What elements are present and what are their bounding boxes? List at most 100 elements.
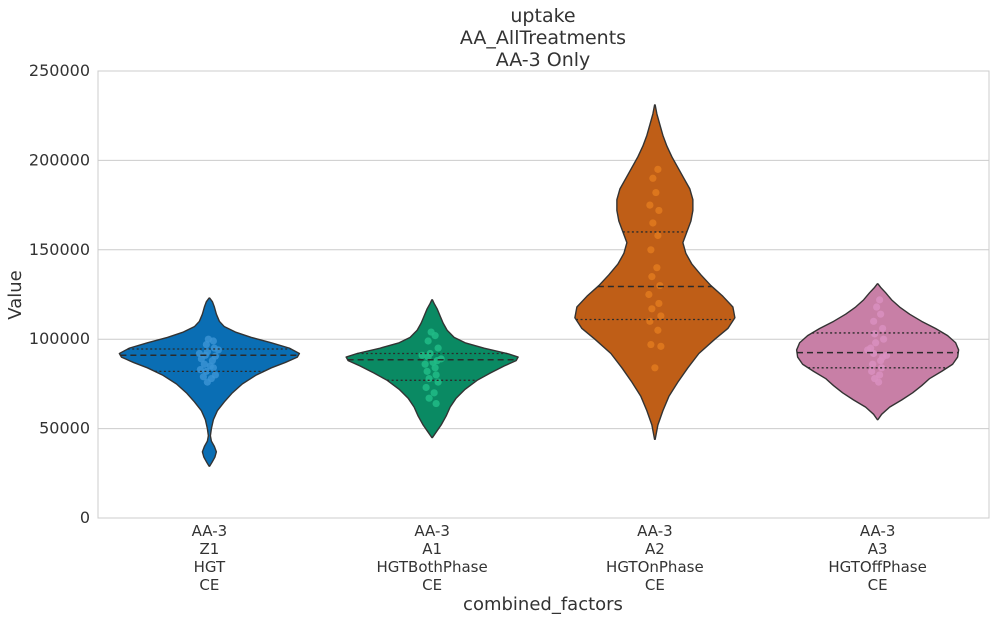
y-tick-label: 0 — [80, 508, 90, 527]
data-point — [652, 188, 660, 197]
x-category-label-line: A1 — [422, 540, 442, 558]
data-point — [877, 357, 885, 365]
data-point — [870, 349, 878, 358]
data-point — [876, 371, 884, 379]
data-point — [883, 351, 891, 359]
x-category-label-line: HGTBothPhase — [377, 558, 488, 576]
data-point — [654, 165, 662, 173]
data-point — [872, 339, 880, 347]
data-point — [654, 231, 662, 240]
data-point — [432, 399, 440, 408]
data-point — [427, 328, 435, 336]
data-point — [206, 362, 214, 370]
x-category-label-line: CE — [645, 576, 665, 594]
data-point — [647, 340, 655, 349]
data-point — [429, 358, 437, 367]
data-point — [656, 281, 664, 290]
data-point — [647, 246, 655, 254]
data-point — [654, 326, 662, 334]
data-point — [648, 305, 656, 313]
data-point — [657, 312, 665, 320]
x-category-label-line: Z1 — [199, 540, 219, 558]
data-point — [649, 219, 657, 227]
data-point — [422, 383, 430, 392]
data-point — [653, 264, 661, 272]
violin-body — [795, 283, 960, 421]
title-line-2: AA_AllTreatments — [460, 27, 626, 49]
data-point — [430, 389, 438, 397]
data-point — [649, 174, 657, 182]
plot-frame — [97, 70, 990, 519]
y-tick-label: 100000 — [29, 329, 90, 348]
title-line-1: uptake — [510, 5, 575, 27]
data-point — [418, 351, 426, 359]
data-point — [199, 373, 207, 381]
data-point — [423, 367, 431, 375]
data-point — [434, 378, 442, 386]
data-point — [864, 346, 872, 354]
x-category-label-line: AA-3 — [192, 522, 228, 540]
data-point — [651, 364, 659, 372]
data-point — [437, 355, 445, 363]
data-point — [645, 290, 653, 299]
data-point — [646, 317, 654, 325]
x-category-label-line: A3 — [868, 540, 888, 558]
data-point — [877, 310, 885, 318]
y-tick-label: 200000 — [29, 150, 90, 169]
x-category-label-line: AA-3 — [860, 522, 896, 540]
data-point — [425, 374, 433, 383]
gridlines — [98, 70, 989, 519]
data-point — [200, 360, 208, 368]
y-axis-ticks: 0 50000 100000 150000 200000 250000 — [29, 61, 90, 527]
title-line-3: AA-3 Only — [496, 49, 591, 71]
data-point — [646, 201, 654, 209]
data-point — [873, 303, 881, 311]
data-point — [870, 317, 878, 325]
violin-group — [795, 283, 960, 421]
data-point — [421, 360, 429, 368]
data-point — [657, 342, 665, 350]
x-category-label-line: HGTOnPhase — [606, 558, 704, 576]
x-category-label-line: CE — [199, 576, 219, 594]
data-point — [868, 367, 876, 375]
data-point — [432, 371, 440, 379]
x-category-label-line: CE — [868, 576, 888, 594]
violin-group — [574, 104, 736, 441]
y-tick-label: 250000 — [29, 61, 90, 80]
data-point — [203, 378, 211, 386]
data-point — [424, 337, 432, 345]
x-axis-categories: AA-3Z1HGTCEAA-3A1HGTBothPhaseCEAA-3A2HGT… — [192, 522, 927, 594]
data-point — [655, 299, 663, 308]
x-category-label-line: HGTOffPhase — [828, 558, 926, 576]
chart-title: uptake AA_AllTreatments AA-3 Only — [460, 5, 626, 71]
x-category-label-line: A2 — [645, 540, 665, 558]
violin-body — [574, 104, 736, 441]
data-point — [434, 344, 442, 352]
data-point — [203, 348, 211, 356]
data-point — [869, 360, 877, 368]
x-category-label-line: AA-3 — [414, 522, 450, 540]
data-point — [875, 378, 883, 386]
data-point — [648, 273, 656, 281]
x-category-label-line: CE — [422, 576, 442, 594]
data-point — [196, 366, 204, 374]
data-point — [876, 296, 884, 304]
y-tick-label: 150000 — [29, 240, 90, 259]
violin-group — [345, 299, 519, 439]
data-point — [880, 335, 888, 343]
x-category-label-line: AA-3 — [637, 522, 673, 540]
violins — [118, 104, 960, 467]
data-point — [425, 394, 433, 402]
data-point — [655, 206, 663, 215]
y-tick-label: 50000 — [39, 419, 90, 438]
data-point — [204, 335, 212, 343]
violin-group — [118, 297, 301, 467]
x-category-label-line: HGT — [194, 558, 226, 576]
data-point — [214, 346, 222, 354]
data-point — [879, 324, 887, 333]
y-axis-title: Value — [5, 270, 26, 319]
